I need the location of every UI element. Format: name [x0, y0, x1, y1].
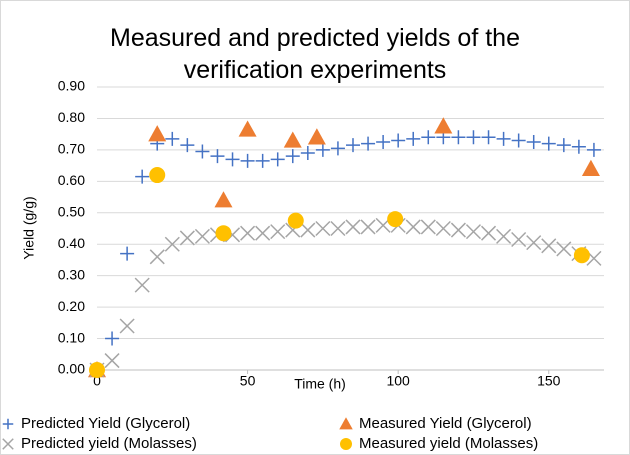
y-tick-label: 0.50: [58, 203, 85, 219]
point: [180, 138, 195, 153]
point: [466, 130, 481, 145]
point: [240, 153, 255, 168]
x-tick-label: 100: [386, 373, 410, 389]
point: [511, 231, 527, 248]
legend-symbol: [340, 438, 352, 450]
point: [300, 146, 315, 161]
legend-label: Predicted yield (Molasses): [21, 435, 197, 452]
point: [134, 277, 150, 293]
point: [315, 220, 331, 237]
y-tick-label: 0.20: [58, 298, 85, 314]
point: [179, 230, 195, 246]
point: [541, 238, 557, 254]
point: [435, 220, 451, 237]
x-tick-label: 50: [240, 373, 256, 389]
point: [165, 131, 180, 146]
point: [225, 152, 240, 167]
point: [287, 212, 304, 229]
point: [465, 224, 482, 240]
point: [346, 138, 360, 153]
point: [586, 142, 601, 157]
point: [283, 131, 302, 148]
point: [360, 219, 376, 235]
legend-symbol: [2, 418, 14, 430]
point: [149, 167, 166, 184]
point: [270, 224, 286, 240]
point: [210, 149, 225, 164]
point: [119, 318, 135, 334]
point: [556, 241, 572, 257]
point: [215, 225, 232, 242]
point: [361, 136, 376, 151]
y-tick-label: 0.10: [58, 329, 85, 345]
point: [391, 133, 406, 148]
point: [451, 130, 466, 145]
point: [581, 159, 600, 176]
point: [214, 191, 233, 208]
y-tick-label: 0.70: [58, 141, 85, 157]
y-tick-label: 0.90: [58, 78, 85, 94]
point: [255, 153, 270, 168]
point: [255, 225, 271, 241]
point: [120, 246, 135, 261]
point: [315, 142, 330, 157]
point: [541, 136, 556, 151]
point: [89, 362, 105, 378]
point: [194, 228, 210, 244]
point: [300, 222, 316, 238]
point: [526, 235, 542, 251]
point: [345, 219, 361, 235]
y-axis-label: Yield (g/g): [21, 196, 37, 259]
point: [104, 353, 120, 369]
point: [421, 130, 436, 145]
point: [556, 138, 571, 153]
y-tick-label: 0.40: [58, 235, 85, 251]
point: [307, 128, 326, 145]
point: [481, 130, 496, 145]
point: [195, 144, 210, 159]
point: [148, 125, 167, 142]
x-tick-label: 150: [537, 373, 561, 389]
point: [238, 120, 257, 137]
point: [164, 236, 180, 252]
legend-symbol: [2, 438, 14, 450]
point: [420, 219, 436, 235]
point: [149, 249, 165, 265]
chart-title: Measured and predicted yields of the ver…: [110, 24, 520, 84]
point: [571, 139, 586, 154]
x-tick-label: 0: [93, 373, 101, 389]
point: [387, 211, 404, 228]
point: [330, 220, 346, 237]
y-tick-label: 0.60: [58, 172, 85, 188]
point: [135, 169, 150, 184]
y-tick-label: 0.80: [58, 109, 85, 125]
point: [406, 131, 421, 146]
point: [496, 228, 512, 244]
point: [105, 331, 120, 346]
point: [240, 225, 256, 241]
legend-label: Measured Yield (Glycerol): [359, 415, 532, 432]
point: [526, 135, 541, 150]
point: [285, 149, 300, 164]
legend-label: Predicted Yield (Glycerol): [21, 415, 190, 432]
point: [405, 219, 421, 235]
point: [450, 222, 466, 238]
legend-label: Measured yield (Molasses): [359, 435, 538, 452]
point: [480, 225, 497, 241]
point: [434, 117, 453, 134]
point: [270, 152, 285, 167]
point: [330, 141, 345, 156]
x-axis-label: Time (h): [294, 376, 346, 392]
point: [573, 247, 590, 264]
y-tick-label: 0.00: [58, 361, 85, 377]
point: [511, 133, 526, 148]
legend-symbol: [339, 417, 353, 430]
y-tick-label: 0.30: [58, 266, 85, 282]
point: [496, 131, 511, 146]
point: [376, 135, 391, 150]
